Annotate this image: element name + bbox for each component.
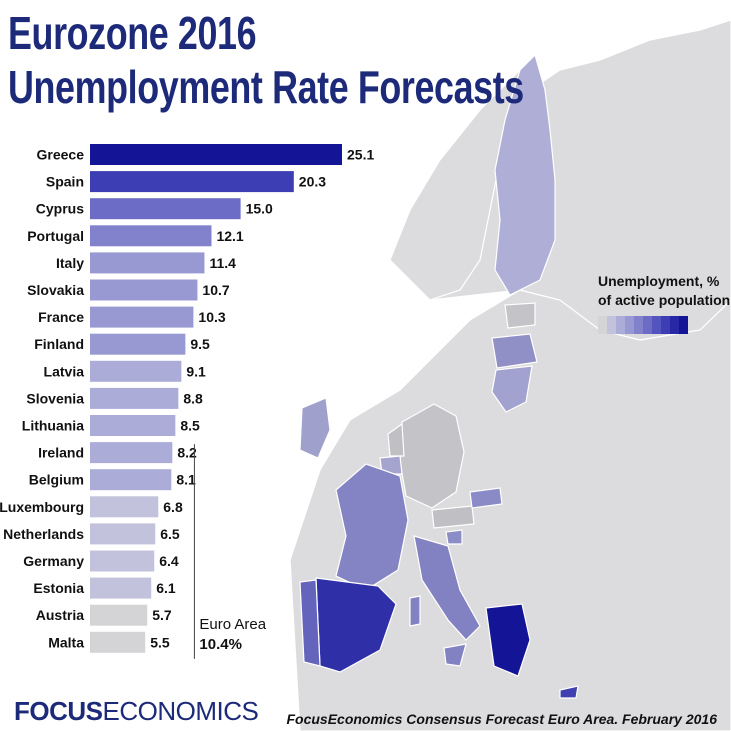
category-label: Portugal [27,228,84,244]
bar [90,523,156,545]
bar [90,198,241,220]
bar [90,442,173,464]
value-label: 20.3 [299,174,326,190]
reference-value: 10.4% [199,636,242,653]
category-label: Ireland [38,445,84,461]
value-label: 25.1 [347,147,374,163]
bar [90,306,194,328]
bar [90,631,146,653]
value-label: 10.3 [198,309,225,325]
reference-label: Euro Area [199,616,266,633]
map-region-estonia [504,302,536,329]
value-label: 8.2 [177,445,197,461]
category-label: Netherlands [3,526,84,542]
value-label: 10.7 [202,282,229,298]
logo-part-1: FOCUS [14,696,103,726]
bar [90,144,342,165]
map-region-austria [431,505,475,529]
legend-swatch [616,316,625,334]
source-note: FocusEconomics Consensus Forecast Euro A… [286,711,717,727]
bar [90,415,176,436]
category-label: Italy [56,255,84,271]
map-region-france [335,463,409,591]
value-label: 12.1 [216,228,243,244]
category-label: Luxembourg [0,499,84,515]
category-label: Slovakia [27,282,84,298]
category-label: Greece [37,147,85,163]
legend-swatch [598,316,607,334]
category-label: Austria [36,607,84,623]
value-label: 9.5 [190,336,210,352]
category-label: Finland [34,336,84,352]
bar [90,225,212,247]
category-label: Lithuania [22,418,84,434]
bar [90,252,205,274]
legend-color-scale [598,316,730,334]
chart-title-line-1: Eurozone 2016 [8,7,257,59]
category-label: Malta [48,634,84,650]
value-label: 6.8 [163,499,183,515]
map-region-italy [413,535,481,641]
map-region-netherlands [387,422,405,457]
bar [90,279,198,301]
legend-swatch [670,316,679,334]
map-region-ireland [299,397,331,459]
value-label: 6.5 [160,526,180,542]
bar [90,577,152,599]
bar [90,360,182,382]
legend-title-line-2: of active population [598,292,731,308]
map-region-slovakia [469,487,503,509]
legend-swatch [607,316,616,334]
logo-part-2: ECONOMICS [102,696,259,726]
map-region-finland [494,53,556,296]
legend-swatch [625,316,634,334]
chart-title-line-2: Unemployment Rate Forecasts [8,61,524,113]
map-region-latvia [491,333,538,369]
value-label: 5.7 [152,607,172,623]
value-label: 8.5 [180,418,200,434]
category-label: Germany [23,553,84,569]
map-region-belgium [379,455,403,475]
value-label: 6.4 [159,553,179,569]
map-region-greece [485,603,531,677]
value-label: 8.1 [176,472,196,488]
value-label: 9.1 [186,363,206,379]
map-region-cyprus [559,685,579,699]
legend-title-line-1: Unemployment, % [598,273,720,289]
category-label: Belgium [29,472,84,488]
bar [90,171,294,193]
bar [90,387,179,409]
category-label: France [38,309,84,325]
category-label: Slovenia [26,390,84,406]
map-region-portugal [299,579,321,667]
category-label: Cyprus [36,201,84,217]
category-label: Spain [46,174,84,190]
value-label: 8.8 [183,390,203,406]
color-legend: Unemployment, % of active population [598,272,730,334]
bar-chart: Greece 25.1 Spain 20.3 Cyprus 15.0 Portugal 12.… [0,144,374,659]
category-label: Latvia [44,363,85,379]
bar [90,496,159,518]
value-label: 5.5 [150,634,170,650]
map-region-slovenia [445,529,463,545]
bar [90,604,148,626]
value-label: 11.4 [209,255,236,271]
value-label: 6.1 [156,580,176,596]
legend-swatch [661,316,670,334]
bar [90,333,186,355]
map-region-sicily [443,643,467,667]
map-region-lithuania [491,365,533,413]
legend-swatch [643,316,652,334]
bar [90,550,155,572]
category-label: Estonia [33,580,84,596]
focus-economics-logo: FOCUSECONOMICS [14,696,259,727]
legend-swatch [679,316,688,334]
legend-swatch [652,316,661,334]
legend-swatch [634,316,643,334]
bar [90,469,172,491]
value-label: 15.0 [246,201,273,217]
map-region-sardinia [409,595,421,627]
